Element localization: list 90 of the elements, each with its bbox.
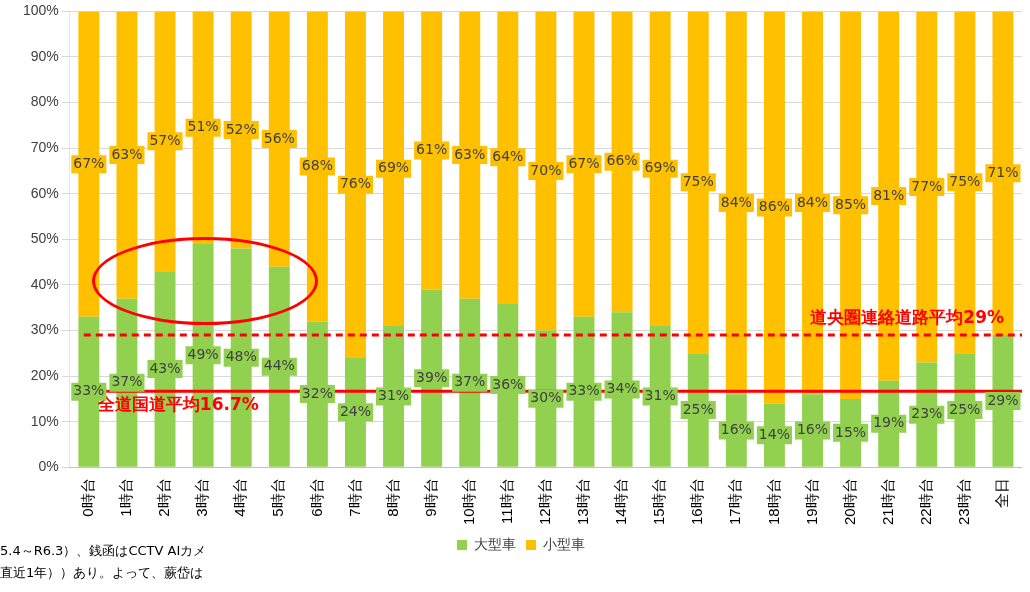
x-tick-label: 10時台 <box>459 478 477 525</box>
x-tick-label: 2時台 <box>155 478 173 517</box>
data-label: 33% <box>73 382 105 399</box>
y-tick-label: 80% <box>30 93 59 110</box>
data-label: 23% <box>911 405 943 422</box>
data-label: 67% <box>73 154 105 171</box>
x-tick-label: 5時台 <box>269 478 287 517</box>
y-tick-label: 20% <box>30 366 59 383</box>
data-label: 67% <box>568 154 600 171</box>
x-tick-label: 16時台 <box>688 478 706 525</box>
x-tick-label: 20時台 <box>840 478 858 525</box>
x-tick-label: 21時台 <box>878 478 896 525</box>
data-label: 44% <box>263 357 295 374</box>
x-tick-label: 0時台 <box>78 478 96 517</box>
y-tick-label: 90% <box>30 47 59 64</box>
data-label: 84% <box>796 193 829 210</box>
data-label: 16% <box>720 421 752 438</box>
x-tick-label: 9時台 <box>421 478 439 517</box>
text: 直近1年））あり。よって、蕨岱は <box>0 564 205 582</box>
x-tick-label: 12時台 <box>536 478 554 525</box>
text: 5.4～R6.3）、銭函はCCTV AIカメ <box>0 542 207 560</box>
data-label: 31% <box>377 387 410 404</box>
x-tick-label: 15時台 <box>650 478 668 525</box>
data-label: 32% <box>301 384 333 401</box>
x-tick-label: 23時台 <box>955 478 973 525</box>
data-label: 75% <box>949 173 981 190</box>
data-label: 84% <box>720 193 752 210</box>
x-tick-label: 22時台 <box>916 478 934 525</box>
data-label: 49% <box>187 346 219 363</box>
data-label: 36% <box>492 375 524 392</box>
y-tick-label: 60% <box>30 184 59 201</box>
x-tick-label: 8時台 <box>383 478 401 517</box>
data-label: 37% <box>454 373 486 390</box>
data-label: 29% <box>987 391 1019 408</box>
x-tick-label: 6時台 <box>307 478 325 517</box>
y-tick-label: 40% <box>30 275 59 292</box>
data-label: 25% <box>682 400 714 417</box>
data-label: 24% <box>339 403 372 419</box>
x-tick-label: 3時台 <box>193 478 211 517</box>
data-label: 34% <box>606 380 638 397</box>
data-label: 81% <box>873 186 905 203</box>
y-tick-label: 100% <box>22 2 59 19</box>
data-label: 30% <box>530 389 562 406</box>
x-tick-label: 11時台 <box>497 478 515 524</box>
data-label: 69% <box>644 159 676 176</box>
legend-label: 大型車 <box>474 535 516 552</box>
x-tick-label: 4時台 <box>231 478 249 517</box>
x-tick-label: 7時台 <box>345 478 363 517</box>
data-label: 68% <box>301 157 333 174</box>
x-tick-label: 17時台 <box>726 478 744 525</box>
y-tick-label: 50% <box>30 230 59 247</box>
data-label: 39% <box>416 368 448 385</box>
data-label: 85% <box>835 195 867 212</box>
y-tick-label: 0% <box>38 458 59 475</box>
data-label: 43% <box>149 359 181 376</box>
x-tick-label: 13時台 <box>574 478 592 525</box>
y-tick-label: 10% <box>30 412 59 429</box>
data-label: 63% <box>111 145 143 162</box>
x-tick-label: 1時台 <box>117 478 135 517</box>
data-label: 14% <box>758 425 790 442</box>
data-label: 69% <box>377 159 410 176</box>
data-label: 48% <box>225 348 257 365</box>
data-label: 57% <box>149 131 181 148</box>
data-label: 37% <box>111 373 143 390</box>
data-label: 15% <box>835 423 867 440</box>
data-label: 56% <box>263 129 295 146</box>
data-label: 76% <box>339 175 372 192</box>
data-label: 25% <box>949 400 981 417</box>
data-label: 75% <box>682 173 714 190</box>
legend-label: 小型車 <box>543 535 585 552</box>
x-tick-label: 14時台 <box>612 478 630 525</box>
data-label: 33% <box>568 382 600 399</box>
x-tick-label: 18時台 <box>764 478 782 525</box>
data-label: 19% <box>873 414 905 431</box>
data-label: 51% <box>187 118 219 135</box>
data-label: 63% <box>454 145 486 162</box>
data-label: 52% <box>225 120 257 137</box>
data-label: 16% <box>796 421 829 438</box>
y-tick-label: 30% <box>30 321 59 338</box>
x-tick-label: 19時台 <box>802 478 820 525</box>
data-label: 66% <box>606 152 638 169</box>
y-tick-label: 70% <box>30 139 59 156</box>
data-label: 61% <box>416 141 448 158</box>
data-label: 77% <box>911 177 943 194</box>
data-label: 86% <box>758 198 790 215</box>
data-label: 64% <box>492 147 524 164</box>
x-tick-label: 全日 <box>993 478 1011 509</box>
data-label: 31% <box>644 387 676 404</box>
data-label: 71% <box>987 163 1019 180</box>
data-label: 70% <box>530 161 562 178</box>
